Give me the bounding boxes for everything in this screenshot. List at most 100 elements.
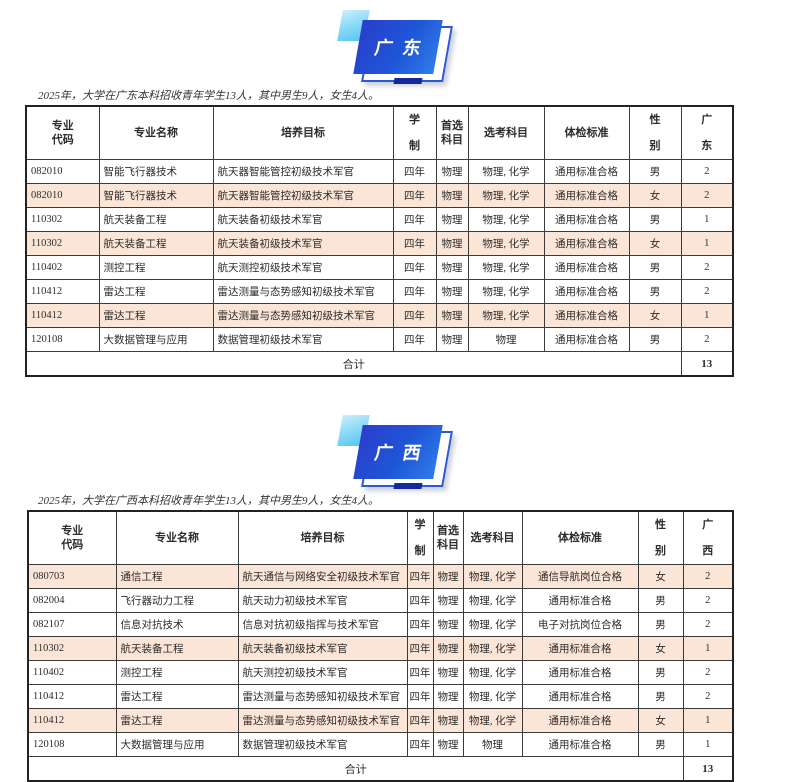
cell-training-goal: 航天装备初级技术军官: [237, 636, 408, 661]
cell-medical-standard: 通用标准合格: [543, 255, 630, 280]
cell-first-subject: 物理: [432, 732, 464, 757]
col-header-major-name: 专业名称: [115, 510, 239, 565]
intro-text: 2025年，大学在广西本科招收青年学生13人，其中男生9人，女生4人。: [38, 495, 379, 507]
col-header-medical-standard: 体检标准: [521, 510, 639, 565]
cell-first-subject: 物理: [432, 564, 464, 589]
table-row: 110302 航天装备工程 航天装备初级技术军官 四年 物理 物理, 化学 通用…: [25, 207, 734, 232]
cell-elective-subjects: 物理, 化学: [462, 660, 523, 685]
cell-quota: 2: [680, 279, 734, 304]
total-label: 合计: [27, 756, 684, 782]
cell-quota: 2: [680, 183, 734, 208]
cell-medical-standard: 电子对抗岗位合格: [521, 612, 639, 637]
cell-medical-standard: 通用标准合格: [543, 279, 630, 304]
cell-major-name: 测控工程: [98, 255, 214, 280]
cell-training-goal: 航天测控初级技术军官: [212, 255, 394, 280]
col-header-training-goal: 培养目标: [237, 510, 408, 565]
cell-major-code: 082010: [25, 183, 100, 208]
cell-training-goal: 信息对抗初级指挥与技术军官: [237, 612, 408, 637]
table-row: 082010 智能飞行器技术 航天器智能管控初级技术军官 四年 物理 物理, 化…: [25, 159, 734, 184]
cell-quota: 2: [682, 660, 734, 685]
cell-training-goal: 雷达测量与态势感知初级技术军官: [237, 684, 408, 709]
cell-duration: 四年: [406, 708, 434, 733]
cell-gender: 女: [637, 564, 684, 589]
cell-duration: 四年: [406, 636, 434, 661]
col-header-elective-subjects: 选考科目: [462, 510, 523, 565]
cell-major-name: 智能飞行器技术: [98, 159, 214, 184]
cell-major-name: 雷达工程: [115, 708, 239, 733]
cell-major-name: 航天装备工程: [98, 207, 214, 232]
cell-gender: 男: [628, 255, 682, 280]
table-row: 080703 通信工程 航天通信与网络安全初级技术军官 四年 物理 物理, 化学…: [27, 564, 734, 589]
table-footer: 合计 13: [25, 351, 734, 377]
table-header: 专业 代码 专业名称 培养目标 学 制 首选 科目 选考科目 体检标准 性 别 …: [25, 105, 734, 160]
cell-duration: 四年: [406, 564, 434, 589]
cell-elective-subjects: 物理, 化学: [467, 303, 545, 328]
col-header-duration: 学 制: [392, 105, 437, 160]
cell-elective-subjects: 物理, 化学: [467, 159, 545, 184]
table-row: 110302 航天装备工程 航天装备初级技术军官 四年 物理 物理, 化学 通用…: [27, 636, 734, 661]
cell-quota: 1: [680, 207, 734, 232]
cell-major-code: 110412: [25, 279, 100, 304]
cell-gender: 女: [637, 708, 684, 733]
cell-medical-standard: 通用标准合格: [543, 183, 630, 208]
cell-elective-subjects: 物理, 化学: [462, 588, 523, 613]
cell-training-goal: 航天测控初级技术军官: [237, 660, 408, 685]
cell-duration: 四年: [392, 279, 437, 304]
cell-first-subject: 物理: [435, 303, 469, 328]
col-header-medical-standard: 体检标准: [543, 105, 630, 160]
cell-gender: 男: [628, 159, 682, 184]
col-header-major-code: 专业 代码: [27, 510, 117, 565]
table-row: 110412 雷达工程 雷达测量与态势感知初级技术军官 四年 物理 物理, 化学…: [25, 303, 734, 328]
cell-elective-subjects: 物理, 化学: [467, 207, 545, 232]
cell-major-name: 测控工程: [115, 660, 239, 685]
cell-major-code: 110412: [25, 303, 100, 328]
cell-medical-standard: 通用标准合格: [543, 159, 630, 184]
cell-major-name: 航天装备工程: [98, 231, 214, 256]
table-body: 082010 智能飞行器技术 航天器智能管控初级技术军官 四年 物理 物理, 化…: [25, 159, 734, 352]
cell-medical-standard: 通用标准合格: [543, 207, 630, 232]
cell-major-code: 120108: [25, 327, 100, 352]
col-header-province-quota: 广 西: [682, 510, 734, 565]
col-header-training-goal: 培养目标: [212, 105, 394, 160]
cell-training-goal: 雷达测量与态势感知初级技术军官: [212, 279, 394, 304]
cell-duration: 四年: [392, 303, 437, 328]
cell-major-code: 082107: [27, 612, 117, 637]
table-row: 082107 信息对抗技术 信息对抗初级指挥与技术军官 四年 物理 物理, 化学…: [27, 612, 734, 637]
cell-quota: 1: [682, 708, 734, 733]
col-header-first-subject: 首选 科目: [432, 510, 464, 565]
col-header-gender: 性 别: [637, 510, 684, 565]
cell-major-name: 航天装备工程: [115, 636, 239, 661]
table-row: 082004 飞行器动力工程 航天动力初级技术军官 四年 物理 物理, 化学 通…: [27, 588, 734, 613]
cell-first-subject: 物理: [435, 231, 469, 256]
cell-major-code: 082010: [25, 159, 100, 184]
cell-major-name: 信息对抗技术: [115, 612, 239, 637]
cell-training-goal: 数据管理初级技术军官: [237, 732, 408, 757]
table-row: 110302 航天装备工程 航天装备初级技术军官 四年 物理 物理, 化学 通用…: [25, 231, 734, 256]
cell-major-name: 飞行器动力工程: [115, 588, 239, 613]
cell-first-subject: 物理: [432, 612, 464, 637]
col-header-major-name: 专业名称: [98, 105, 214, 160]
cell-quota: 2: [682, 588, 734, 613]
badge-label: 广西: [353, 425, 443, 479]
cell-first-subject: 物理: [432, 684, 464, 709]
table-row: 110412 雷达工程 雷达测量与态势感知初级技术军官 四年 物理 物理, 化学…: [27, 684, 734, 709]
section-guangdong: 广东 2025年，大学在广东本科招收青年学生13人，其中男生9人，女生4人。 专…: [0, 8, 788, 377]
cell-gender: 男: [637, 612, 684, 637]
cell-medical-standard: 通用标准合格: [521, 636, 639, 661]
cell-duration: 四年: [406, 684, 434, 709]
cell-elective-subjects: 物理, 化学: [462, 708, 523, 733]
cell-major-code: 110302: [25, 207, 100, 232]
cell-training-goal: 雷达测量与态势感知初级技术军官: [212, 303, 394, 328]
cell-training-goal: 航天器智能管控初级技术军官: [212, 183, 394, 208]
cell-gender: 女: [637, 636, 684, 661]
cell-medical-standard: 通用标准合格: [521, 708, 639, 733]
cell-major-name: 大数据管理与应用: [98, 327, 214, 352]
cell-major-code: 110412: [27, 684, 117, 709]
table-row: 110412 雷达工程 雷达测量与态势感知初级技术军官 四年 物理 物理, 化学…: [25, 279, 734, 304]
cell-gender: 男: [628, 327, 682, 352]
cell-quota: 1: [680, 303, 734, 328]
cell-duration: 四年: [392, 231, 437, 256]
cell-training-goal: 航天装备初级技术军官: [212, 207, 394, 232]
cell-major-code: 120108: [27, 732, 117, 757]
cell-major-name: 雷达工程: [98, 279, 214, 304]
